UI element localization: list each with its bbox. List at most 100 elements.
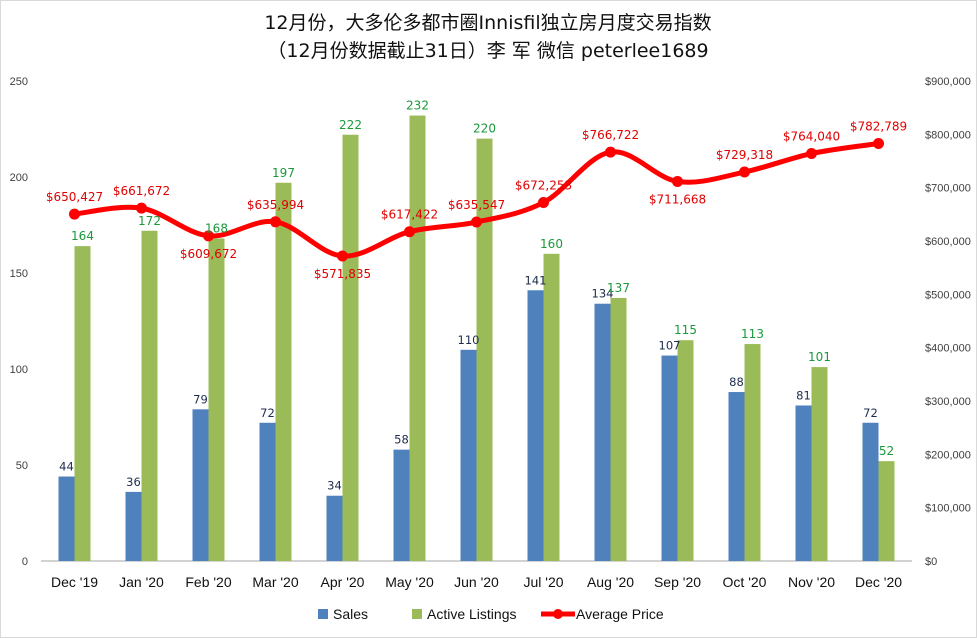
x-tick-label: Apr '20 (321, 574, 365, 590)
y-left-tick-label: 0 (22, 556, 28, 568)
x-tick-label: Jan '20 (119, 574, 164, 590)
sales-bar (58, 476, 75, 561)
sales-bar (393, 449, 410, 561)
listings-bar (208, 238, 225, 561)
price-data-label: $609,672 (180, 247, 237, 261)
sales-data-label: 72 (260, 406, 275, 420)
data-labels: 44 164 36 172 79 168 72 197 34 222 58 232 110 220 141 1… (46, 99, 907, 493)
sales-data-label: 134 (592, 287, 614, 301)
sales-data-label: 141 (525, 273, 547, 287)
price-point (136, 202, 147, 214)
x-tick-label: Aug '20 (587, 574, 634, 590)
sales-bar (460, 349, 477, 561)
sales-data-label: 81 (796, 388, 811, 402)
listings-data-label: 220 (473, 122, 496, 136)
legend-price-label: Average Price (576, 606, 664, 622)
legend: Sales Active Listings Average Price (318, 606, 664, 622)
price-point (538, 196, 549, 208)
listings-bar (878, 461, 895, 561)
y-right-tick-label: $200,000 (925, 449, 971, 461)
price-data-label: $782,789 (850, 120, 907, 134)
listings-data-label: 232 (406, 99, 429, 113)
y-right-tick-label: $600,000 (925, 236, 971, 248)
price-point (672, 175, 683, 187)
sales-bar (326, 495, 343, 561)
y-axis-left: 0 50 100 150 200 250 (10, 76, 28, 568)
listings-data-label: 137 (607, 281, 630, 295)
sales-bar (862, 422, 879, 561)
listings-data-label: 115 (674, 323, 697, 337)
legend-listings-swatch (412, 609, 422, 619)
sales-bar (125, 491, 142, 561)
sales-data-label: 36 (126, 475, 141, 489)
y-left-tick-label: 250 (10, 76, 28, 88)
sales-bar (192, 409, 209, 561)
sales-data-label: 107 (659, 339, 681, 353)
sales-data-label: 72 (863, 406, 878, 420)
price-data-label: $650,427 (46, 190, 103, 204)
sales-bar (728, 392, 745, 561)
sales-data-label: 58 (394, 433, 409, 447)
price-point (404, 226, 415, 238)
listings-data-label: 168 (205, 221, 228, 235)
y-right-tick-label: $400,000 (925, 343, 971, 355)
listings-data-label: 172 (138, 214, 161, 228)
x-axis: Dec '19 Jan '20 Feb '20 Mar '20 Apr '20 May '… (51, 574, 902, 590)
x-tick-label: Mar '20 (252, 574, 298, 590)
listings-data-label: 164 (71, 229, 94, 243)
x-tick-label: May '20 (385, 574, 434, 590)
price-point (605, 146, 616, 158)
listings-bar (610, 297, 627, 561)
y-left-tick-label: 200 (10, 172, 28, 184)
listings-data-label: 52 (879, 444, 894, 458)
legend-sales-swatch (318, 609, 328, 619)
y-right-tick-label: $100,000 (925, 503, 971, 515)
price-data-label: $571,835 (314, 267, 371, 281)
x-tick-label: Oct '20 (723, 574, 767, 590)
y-right-tick-label: $700,000 (925, 183, 971, 195)
legend-price-swatch-marker (553, 609, 563, 619)
sales-bar (259, 422, 276, 561)
price-data-label: $617,422 (381, 208, 438, 222)
x-tick-label: Dec '19 (51, 574, 98, 590)
sales-data-label: 79 (193, 392, 208, 406)
price-point (69, 208, 80, 220)
price-point (873, 138, 884, 150)
price-data-label: $661,672 (113, 184, 170, 198)
listings-bar (141, 230, 158, 561)
chart-title: 12月份，大多伦多都市圈Innisfil独立房月度交易指数 (264, 12, 711, 34)
sales-data-label: 88 (729, 375, 744, 389)
listings-bar (677, 340, 694, 561)
y-right-tick-label: $300,000 (925, 396, 971, 408)
x-tick-label: Dec '20 (855, 574, 902, 590)
listings-data-label: 222 (339, 118, 362, 132)
y-left-tick-label: 100 (10, 364, 28, 376)
legend-listings-label: Active Listings (427, 606, 516, 622)
listings-data-label: 197 (272, 166, 295, 180)
sales-data-label: 110 (458, 333, 480, 347)
price-point (270, 216, 281, 228)
price-data-label: $766,722 (582, 128, 639, 142)
y-right-tick-label: $500,000 (925, 289, 971, 301)
price-data-label: $635,547 (448, 198, 505, 212)
listings-bar (74, 246, 91, 561)
x-tick-label: Nov '20 (788, 574, 835, 590)
chart-subtitle: （12月份数据截止31日）李 军 微信 peterlee1689 (267, 40, 708, 62)
listings-bar (342, 134, 359, 561)
listings-bar (543, 253, 560, 562)
y-axis-right: $0 $100,000 $200,000 $300,000 $400,000 $500,0… (925, 76, 971, 568)
sales-data-label: 44 (59, 460, 74, 474)
price-data-label: $672,253 (515, 178, 572, 192)
y-left-tick-label: 150 (10, 268, 28, 280)
listings-bar (476, 138, 493, 561)
listings-bar (275, 182, 292, 561)
price-point (337, 250, 348, 262)
price-point (203, 230, 214, 242)
sales-data-label: 34 (327, 479, 342, 493)
sales-bar (661, 355, 678, 561)
x-tick-label: Jul '20 (523, 574, 563, 590)
listings-bar (409, 115, 426, 561)
legend-sales-label: Sales (333, 606, 368, 622)
